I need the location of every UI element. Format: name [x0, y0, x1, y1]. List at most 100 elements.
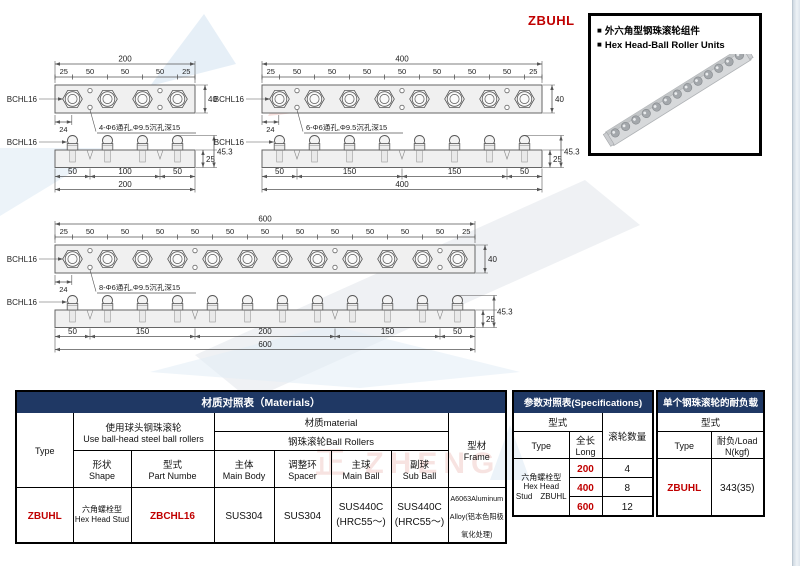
- svg-text:BCHL16: BCHL16: [7, 298, 38, 307]
- ball-rollers-header: 钢珠滚轮Ball Rollers: [213, 431, 449, 451]
- svg-text:45.3: 45.3: [564, 148, 580, 157]
- model-code: ZBUHL: [528, 13, 575, 28]
- col-part-header: 型式 Part Numbe: [130, 450, 215, 488]
- svg-text:25: 25: [60, 67, 68, 76]
- spec-row: 600 12: [513, 496, 654, 517]
- svg-text:50: 50: [296, 227, 304, 236]
- bullet-icon: ■: [597, 26, 602, 35]
- cell-body: SUS304: [213, 487, 275, 544]
- frame-header: 型材 Frame: [447, 412, 507, 488]
- materials-data-row: ZBUHL 六角螺栓型 Hex Head Stud ZBCHL16 SUS304 …: [15, 487, 507, 544]
- svg-text:200: 200: [118, 55, 132, 64]
- svg-text:50: 50: [401, 227, 409, 236]
- svg-text:200: 200: [118, 180, 132, 189]
- svg-text:150: 150: [381, 327, 395, 336]
- materials-title: 材质对照表（Materials）: [15, 390, 507, 413]
- material-header: 材质material: [213, 412, 449, 432]
- svg-text:50: 50: [275, 167, 284, 176]
- svg-text:50: 50: [363, 67, 371, 76]
- svg-text:BCHL16: BCHL16: [7, 138, 38, 147]
- spec-type-label: Type: [512, 431, 570, 459]
- svg-text:50: 50: [520, 167, 529, 176]
- spec-long-400: 400: [568, 477, 603, 497]
- svg-text:50: 50: [226, 227, 234, 236]
- spec-row: 400 8: [513, 477, 654, 497]
- cell-frame: A6063Aluminum Alloy(铝本色阳极氧化处理): [447, 487, 507, 544]
- load-header: 耐负/Load N(kgf): [710, 431, 765, 459]
- svg-text:50: 50: [398, 67, 406, 76]
- svg-text:50: 50: [173, 167, 182, 176]
- svg-text:50: 50: [191, 227, 199, 236]
- svg-text:25: 25: [553, 155, 562, 164]
- col-body-header: 主体 Main Body: [213, 450, 275, 488]
- svg-text:25: 25: [60, 227, 68, 236]
- spec-title: 参数对照表(Specifications): [512, 390, 654, 413]
- technical-drawings: 25 50 50 50 25 200 40 BCHL16 24 4-Φ6通孔,Φ9.5沉孔深15 2…: [7, 55, 580, 353]
- svg-text:BCHL16: BCHL16: [7, 255, 38, 264]
- cell-type: ZBUHL: [15, 487, 74, 544]
- svg-text:25: 25: [267, 67, 275, 76]
- svg-text:BCHL16: BCHL16: [214, 95, 245, 104]
- svg-text:40: 40: [555, 95, 564, 104]
- svg-text:45.3: 45.3: [217, 148, 233, 157]
- svg-text:150: 150: [343, 167, 357, 176]
- cell-mainball: SUS440C (HRC55～): [330, 487, 392, 544]
- load-value: 343(35): [710, 458, 765, 516]
- svg-text:50: 50: [86, 67, 94, 76]
- svg-text:4-Φ6通孔,Φ9.5沉孔深15: 4-Φ6通孔,Φ9.5沉孔深15: [99, 122, 180, 132]
- col-subball-header: 副球 Sub Ball: [390, 450, 449, 488]
- svg-text:45.3: 45.3: [497, 308, 513, 317]
- svg-text:400: 400: [395, 55, 409, 64]
- use-rollers-header: 使用球头钢珠滚轮 Use ball-head steel ball roller…: [72, 412, 215, 451]
- svg-text:50: 50: [433, 67, 441, 76]
- svg-text:400: 400: [395, 180, 409, 189]
- load-type-value: ZBUHL: [656, 458, 712, 516]
- svg-text:BCHL16: BCHL16: [214, 138, 245, 147]
- svg-text:8-Φ6通孔,Φ9.5沉孔深15: 8-Φ6通孔,Φ9.5沉孔深15: [99, 282, 180, 292]
- svg-text:24: 24: [266, 125, 274, 134]
- col-mainball-header: 主球 Main Ball: [330, 450, 392, 488]
- svg-text:50: 50: [121, 67, 129, 76]
- svg-text:50: 50: [156, 67, 164, 76]
- legend-box: ■ 外六角型钢珠滚轮组件 ■ Hex Head-Ball Roller Units: [588, 13, 762, 156]
- svg-text:24: 24: [59, 285, 67, 294]
- col-shape-header: 形状 Shape: [72, 450, 132, 488]
- svg-text:50: 50: [68, 327, 77, 336]
- svg-text:50: 50: [503, 67, 511, 76]
- legend-line-en: ■ Hex Head-Ball Roller Units: [597, 40, 725, 51]
- svg-text:25: 25: [529, 67, 537, 76]
- spec-count-4: 4: [601, 458, 654, 478]
- svg-text:50: 50: [86, 227, 94, 236]
- svg-text:BCHL16: BCHL16: [7, 95, 38, 104]
- load-type-header: 型式: [656, 412, 765, 432]
- load-row: ZBUHL 343(35): [656, 458, 765, 516]
- svg-text:600: 600: [258, 340, 272, 349]
- col-type-header: Type: [15, 412, 74, 488]
- scrollbar[interactable]: [792, 0, 800, 566]
- bullet-icon: ■: [597, 40, 602, 49]
- spec-count-8: 8: [601, 477, 654, 497]
- svg-text:25: 25: [462, 227, 470, 236]
- spec-long-600: 600: [568, 496, 603, 517]
- svg-text:600: 600: [258, 215, 272, 224]
- load-type-label: Type: [656, 431, 712, 459]
- materials-table: 材质对照表（Materials） Type 使用球头钢珠滚轮 Use ball-…: [15, 390, 508, 544]
- col-spacer-header: 调整环 Spacer: [273, 450, 332, 488]
- product-photo: [602, 45, 754, 147]
- load-title: 单个钢珠滚轮的耐负载: [656, 390, 765, 413]
- svg-text:150: 150: [448, 167, 462, 176]
- svg-text:24: 24: [59, 125, 67, 134]
- svg-text:25: 25: [182, 67, 190, 76]
- svg-text:50: 50: [261, 227, 269, 236]
- svg-text:50: 50: [156, 227, 164, 236]
- svg-text:150: 150: [136, 327, 150, 336]
- svg-text:50: 50: [366, 227, 374, 236]
- spec-row: 六角螺栓型 Hex Head Stud ZBUHL 200 4: [512, 458, 654, 517]
- svg-text:50: 50: [453, 327, 462, 336]
- svg-text:50: 50: [331, 227, 339, 236]
- cell-spacer: SUS304: [273, 487, 332, 544]
- svg-text:50: 50: [468, 67, 476, 76]
- svg-text:50: 50: [436, 227, 444, 236]
- svg-text:6-Φ6通孔,Φ9.5沉孔深15: 6-Φ6通孔,Φ9.5沉孔深15: [306, 122, 387, 132]
